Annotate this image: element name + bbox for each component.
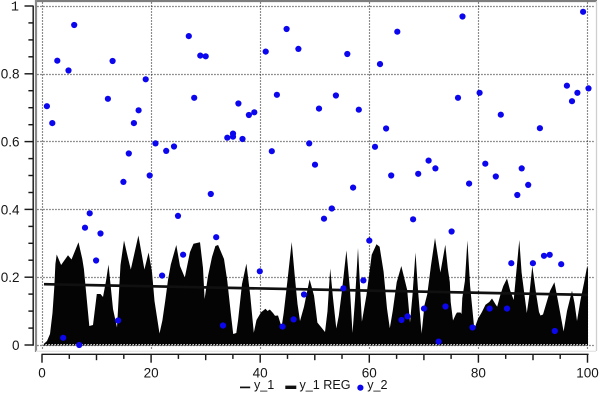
svg-text:40: 40	[253, 365, 268, 380]
svg-text:y_1 REG: y_1 REG	[300, 378, 351, 392]
svg-text:80: 80	[471, 365, 486, 380]
svg-text:0.6: 0.6	[1, 135, 20, 150]
svg-text:0.4: 0.4	[1, 202, 20, 217]
svg-text:0: 0	[12, 338, 20, 353]
svg-text:60: 60	[362, 365, 377, 380]
svg-text:1: 1	[11, 1, 19, 16]
svg-text:y_1: y_1	[254, 378, 274, 392]
svg-text:y_2: y_2	[367, 378, 387, 392]
svg-text:0.2: 0.2	[1, 270, 20, 285]
svg-text:0: 0	[38, 365, 46, 380]
svg-text:100: 100	[576, 365, 599, 380]
svg-text:20: 20	[144, 365, 159, 380]
svg-text:0.8: 0.8	[1, 67, 20, 82]
